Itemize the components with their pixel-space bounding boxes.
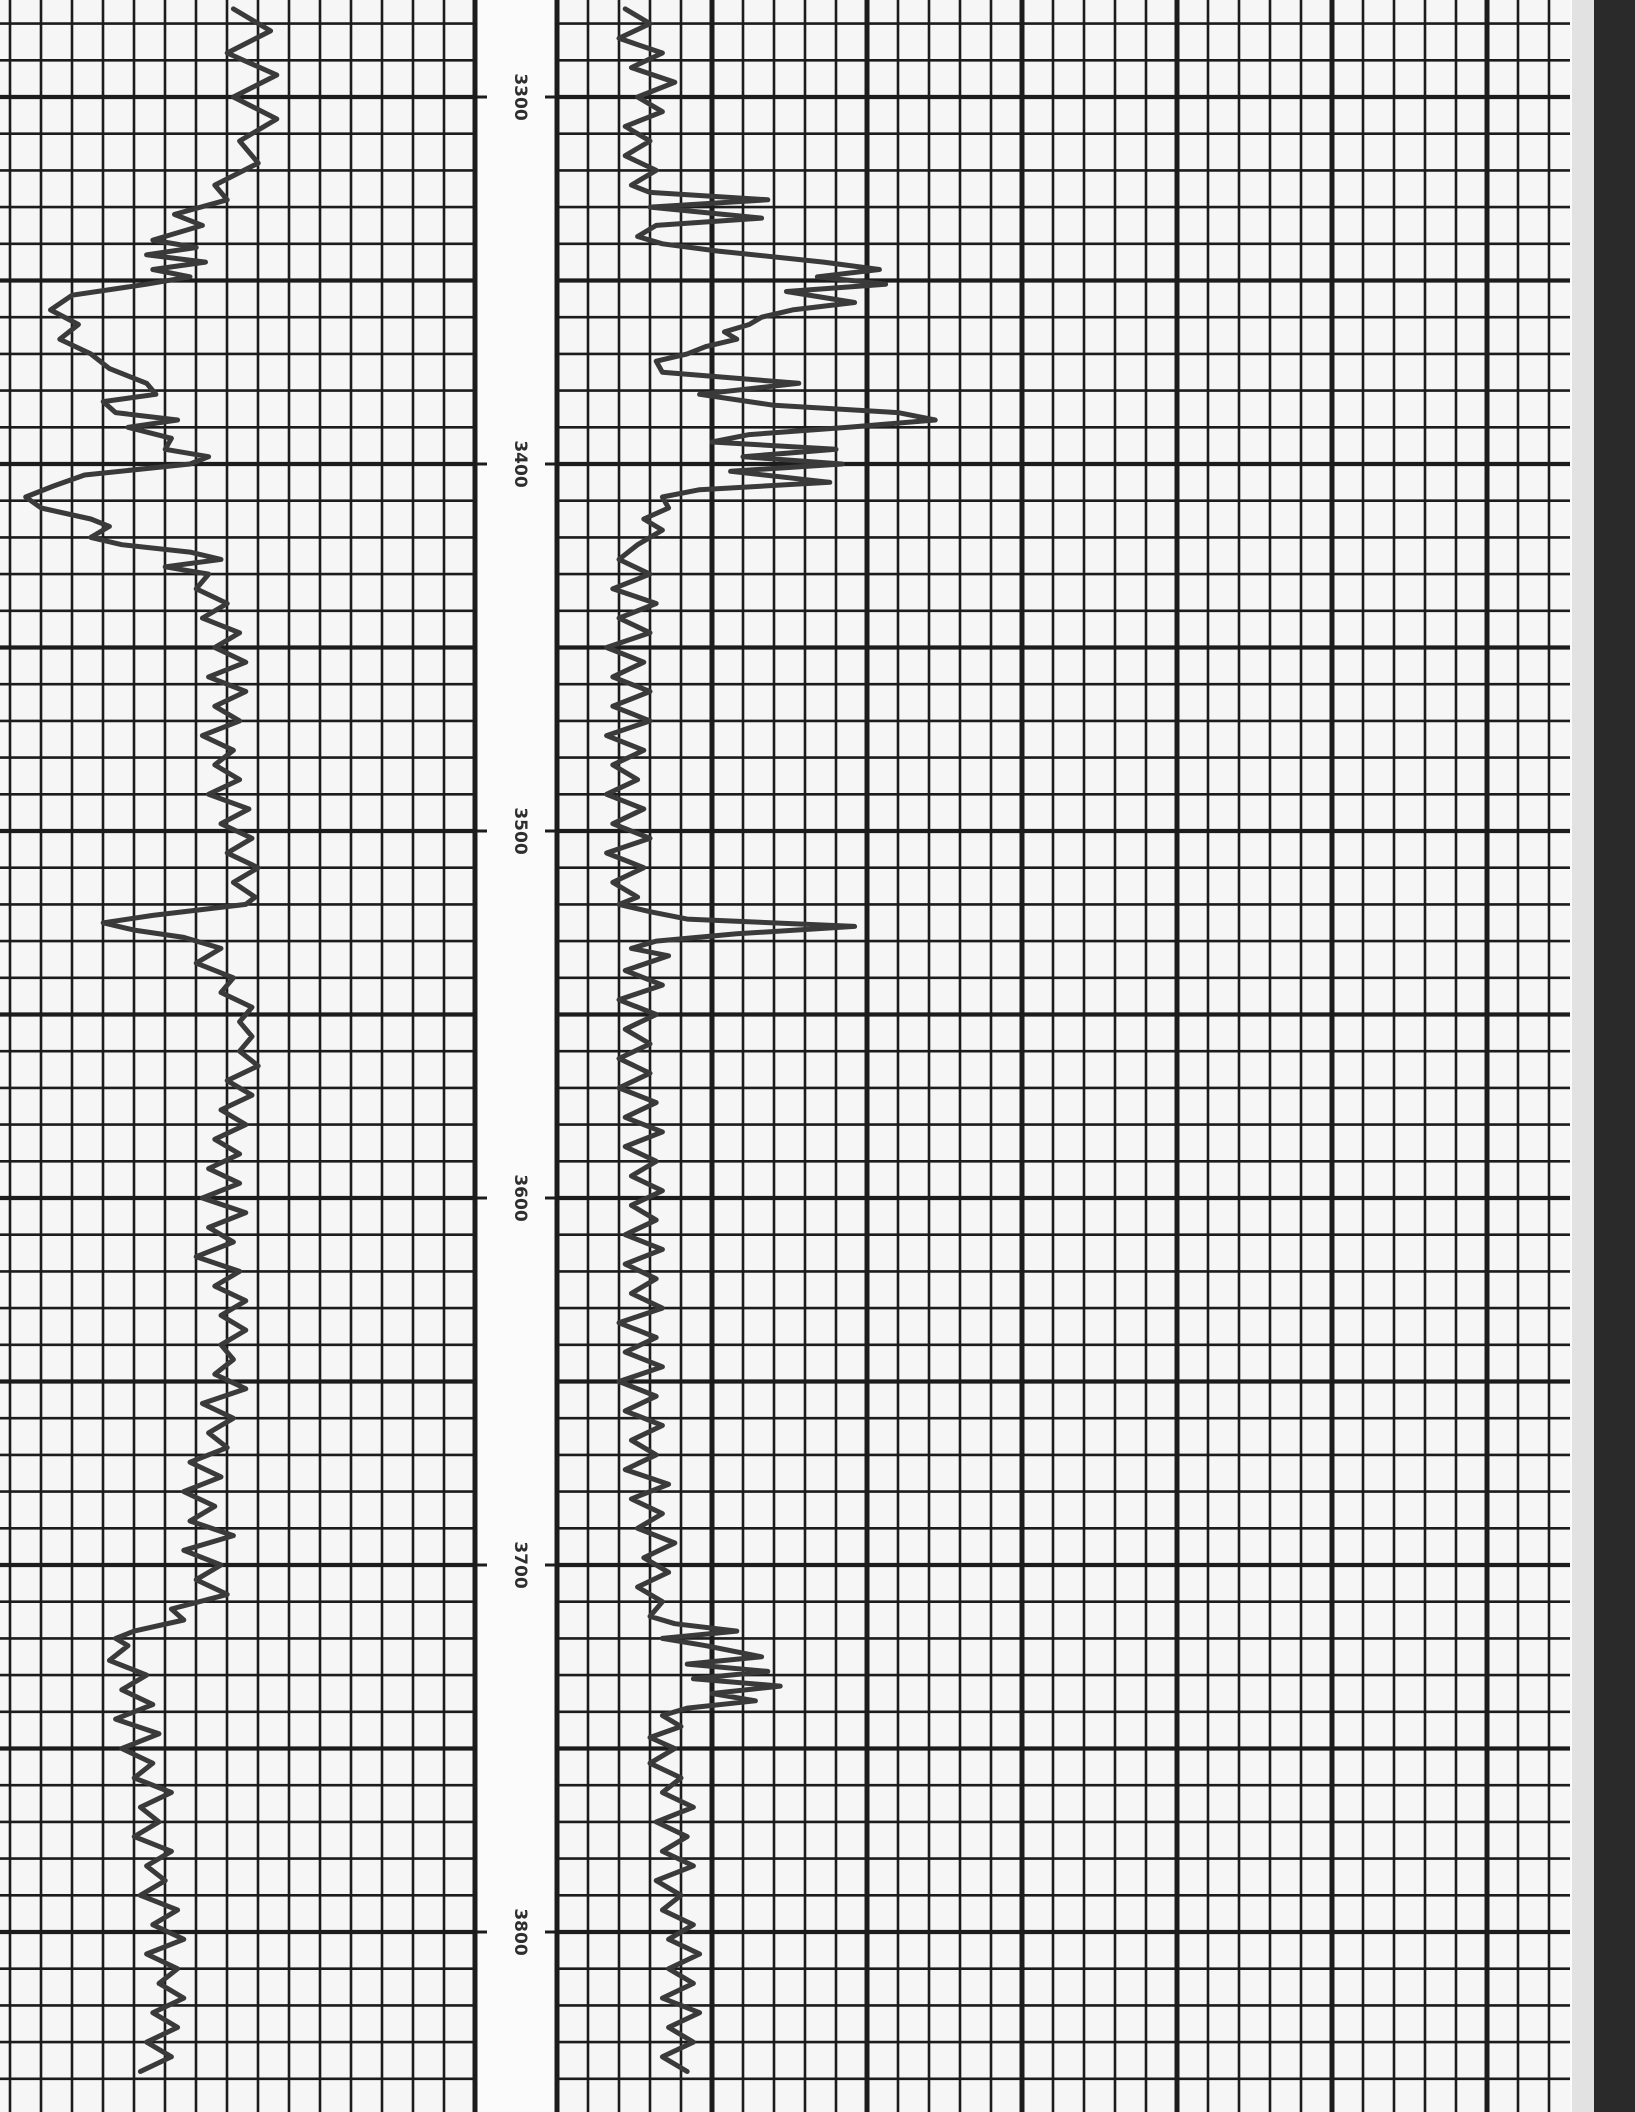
depth-label: 3500 bbox=[510, 807, 530, 854]
right-track-area bbox=[557, 0, 1570, 2112]
grid bbox=[0, 0, 1570, 2112]
left-track-curve bbox=[23, 6, 280, 2074]
depth-label: 3800 bbox=[510, 1908, 530, 1955]
right-track-curve bbox=[604, 6, 938, 2074]
scan-edge bbox=[1594, 0, 1635, 2112]
depth-label: 3400 bbox=[510, 440, 530, 487]
paper-margin bbox=[1572, 0, 1594, 2112]
depth-label: 3300 bbox=[510, 73, 530, 120]
paper-edge bbox=[1572, 0, 1635, 2112]
depth-label: 3600 bbox=[510, 1174, 530, 1221]
depth-label: 3700 bbox=[510, 1541, 530, 1588]
log-curves bbox=[23, 6, 938, 2074]
depth-track: 3300 3400 3500 3600 3700 3800 bbox=[475, 73, 557, 1956]
left-track-area bbox=[0, 0, 475, 2112]
